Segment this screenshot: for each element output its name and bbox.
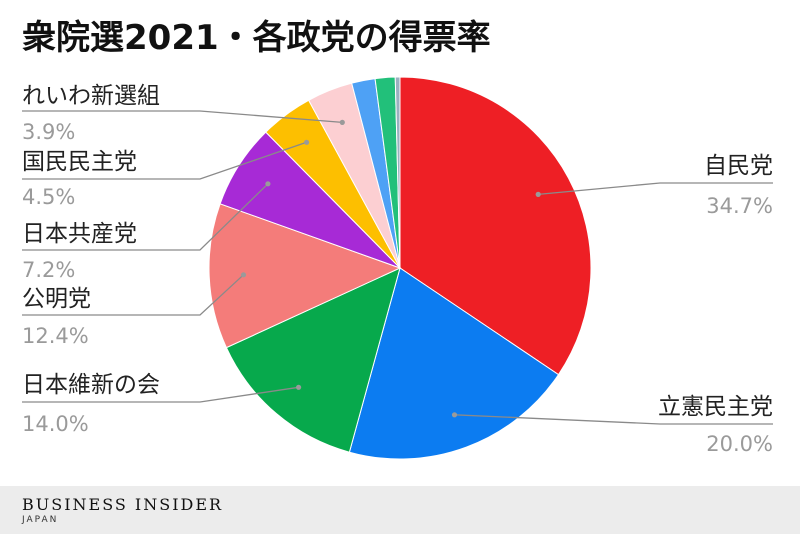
leader-dot-5 <box>304 139 310 145</box>
pie-slice-3 <box>208 203 402 349</box>
pie-slice-2 <box>225 267 401 453</box>
leader-dot-2 <box>296 384 302 390</box>
slice-label-5: 国民民主党 <box>22 149 137 175</box>
leader-dot-3 <box>240 272 247 278</box>
leader-line-0 <box>538 182 773 196</box>
pie-slice-1 <box>348 267 560 460</box>
leader-line-6 <box>22 110 343 124</box>
slice-value-label-5: 4.5% <box>22 185 75 209</box>
slice-label-2: 日本維新の会 <box>22 372 160 398</box>
leader-line-3 <box>22 274 244 316</box>
leader-line-1 <box>454 414 773 425</box>
slice-label-1: 立憲民主党 <box>658 394 773 420</box>
slice-value-label-4: 7.2% <box>22 258 75 282</box>
leader-line-4 <box>22 183 269 251</box>
pie-chart: 自民党 34.7% 立憲民主党 20.0% 日本維新の会 14.0% 公明党 12.4% 日本共… <box>22 76 773 460</box>
brand-sub: JAPAN <box>22 515 59 525</box>
slice-label-4: 日本共産党 <box>22 221 137 247</box>
slice-value-label-6: 3.9% <box>22 120 75 144</box>
brand-logo: BUSINESS INSIDER <box>22 495 224 514</box>
slice-value-label-0: 34.7% <box>706 194 773 218</box>
leader-dot-0 <box>535 191 541 197</box>
slice-value-label-1: 20.0% <box>706 432 773 456</box>
leader-dot-1 <box>451 412 458 418</box>
slice-value-label-3: 12.4% <box>22 324 89 348</box>
leader-line-2 <box>22 386 299 403</box>
footer: BUSINESS INSIDER JAPAN <box>0 486 800 534</box>
slice-label-3: 公明党 <box>22 286 91 312</box>
slice-label-6: れいわ新選組 <box>22 83 160 109</box>
slice-label-0: 自民党 <box>704 153 773 179</box>
slice-value-label-2: 14.0% <box>22 412 89 436</box>
leader-line-5 <box>22 141 307 180</box>
leader-dot-6 <box>339 119 345 125</box>
leader-dot-4 <box>265 181 271 187</box>
chart-title: 衆院選2021・各政党の得票率 <box>22 18 491 58</box>
pie-slice-9 <box>394 76 401 269</box>
pie-slice-0 <box>399 76 592 376</box>
